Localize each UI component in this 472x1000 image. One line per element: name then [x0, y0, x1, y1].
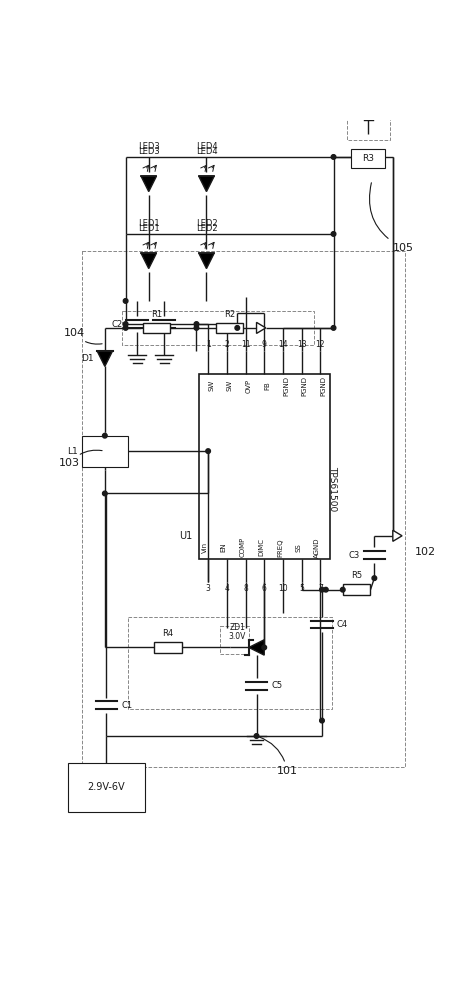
Text: C2: C2: [111, 320, 123, 329]
Bar: [128, 617, 332, 709]
Text: DIMC: DIMC: [258, 538, 264, 556]
Text: LED2: LED2: [196, 224, 217, 233]
Circle shape: [320, 587, 324, 592]
Text: SW: SW: [208, 380, 214, 391]
Polygon shape: [249, 640, 264, 655]
Polygon shape: [256, 322, 266, 333]
Text: 103: 103: [59, 450, 102, 468]
Text: 14: 14: [278, 340, 288, 349]
Text: C1: C1: [121, 701, 132, 710]
Circle shape: [123, 299, 128, 303]
Text: PGND: PGND: [283, 376, 289, 396]
Text: 3.0V: 3.0V: [228, 632, 246, 641]
Text: 1: 1: [206, 340, 211, 349]
Circle shape: [340, 587, 345, 592]
Text: LED1: LED1: [138, 224, 160, 233]
Polygon shape: [199, 253, 214, 269]
Bar: [351, 149, 385, 168]
Text: R4: R4: [162, 629, 174, 638]
Text: 4: 4: [224, 584, 229, 593]
Text: FB: FB: [264, 381, 270, 390]
Text: D1: D1: [81, 354, 93, 363]
Text: 2.9V-6V: 2.9V-6V: [88, 782, 125, 792]
Text: 102: 102: [414, 547, 436, 557]
Bar: [219, 626, 249, 654]
Text: COMP: COMP: [239, 537, 245, 557]
Text: 13: 13: [297, 340, 306, 349]
Circle shape: [331, 155, 336, 159]
Circle shape: [102, 433, 107, 438]
Text: 5: 5: [299, 584, 304, 593]
Bar: [346, 108, 390, 140]
Text: AGND: AGND: [314, 537, 320, 558]
Text: C3: C3: [348, 551, 360, 560]
Text: ZD1: ZD1: [229, 623, 245, 632]
Polygon shape: [141, 176, 156, 192]
Circle shape: [331, 232, 336, 236]
Text: R2: R2: [224, 310, 235, 319]
Text: LED2: LED2: [196, 219, 217, 228]
Text: EN: EN: [221, 543, 227, 552]
Text: C5: C5: [271, 681, 282, 690]
Text: SW: SW: [227, 380, 233, 391]
Text: LED4: LED4: [196, 142, 217, 151]
Text: 105: 105: [370, 183, 413, 253]
Polygon shape: [141, 253, 156, 269]
Text: PGND: PGND: [320, 376, 326, 396]
Circle shape: [372, 576, 377, 580]
Bar: [82, 251, 405, 767]
Text: 6: 6: [262, 584, 267, 593]
Polygon shape: [393, 530, 402, 541]
Text: PGND: PGND: [302, 376, 308, 396]
Text: C4: C4: [337, 620, 348, 629]
Text: 104: 104: [63, 328, 102, 344]
Circle shape: [262, 645, 267, 650]
Text: LED1: LED1: [138, 219, 160, 228]
Text: R1: R1: [151, 310, 162, 319]
Text: OVP: OVP: [245, 379, 252, 393]
Circle shape: [323, 587, 328, 592]
Text: SS: SS: [295, 543, 302, 552]
Text: 3: 3: [206, 584, 211, 593]
Bar: [143, 323, 170, 333]
Text: FREQ: FREQ: [277, 538, 283, 557]
Text: 101: 101: [259, 737, 298, 776]
Text: R3: R3: [362, 154, 374, 163]
Circle shape: [123, 322, 128, 326]
Circle shape: [123, 326, 128, 330]
Text: LED3: LED3: [138, 147, 160, 156]
Bar: [82, 436, 128, 466]
Circle shape: [102, 491, 107, 496]
Text: LED4: LED4: [196, 147, 217, 156]
Text: TPS61500: TPS61500: [328, 466, 337, 512]
Text: U1: U1: [179, 531, 193, 541]
Text: R5: R5: [351, 571, 362, 580]
Bar: [154, 642, 182, 653]
Text: 7: 7: [318, 584, 323, 593]
Text: 2: 2: [225, 340, 229, 349]
Text: 12: 12: [316, 340, 325, 349]
Bar: [122, 311, 314, 345]
Text: 8: 8: [243, 584, 248, 593]
Circle shape: [320, 718, 324, 723]
Circle shape: [206, 449, 211, 453]
Circle shape: [194, 326, 199, 330]
Circle shape: [331, 326, 336, 330]
Bar: [216, 323, 244, 333]
Bar: [343, 584, 371, 595]
Circle shape: [235, 326, 240, 330]
Text: Vin: Vin: [202, 542, 208, 553]
Polygon shape: [199, 176, 214, 192]
Text: L1: L1: [67, 447, 78, 456]
Text: 11: 11: [241, 340, 250, 349]
Circle shape: [254, 734, 259, 738]
Text: LED3: LED3: [138, 142, 160, 151]
Polygon shape: [97, 351, 112, 366]
Text: 10: 10: [278, 584, 288, 593]
Text: 9: 9: [262, 340, 267, 349]
Bar: [199, 374, 329, 559]
Circle shape: [194, 322, 199, 326]
